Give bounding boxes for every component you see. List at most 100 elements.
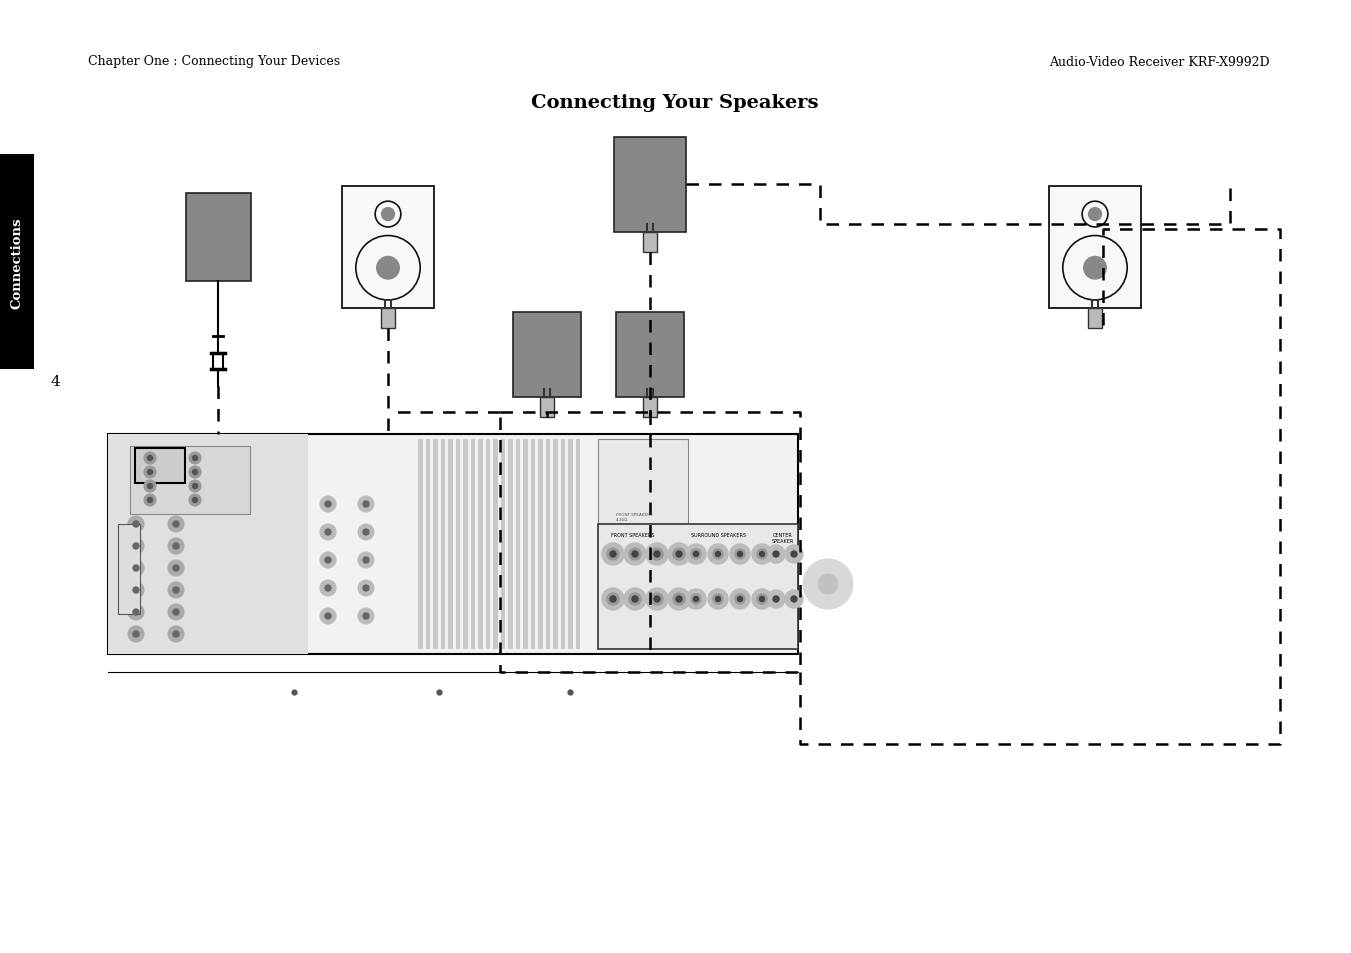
Circle shape	[320, 580, 336, 597]
Circle shape	[145, 453, 155, 464]
Circle shape	[630, 548, 640, 560]
Circle shape	[676, 552, 682, 558]
Circle shape	[738, 552, 743, 557]
Circle shape	[189, 467, 201, 478]
Text: Connecting Your Speakers: Connecting Your Speakers	[531, 94, 819, 112]
Circle shape	[611, 552, 616, 558]
Circle shape	[624, 588, 646, 610]
Circle shape	[690, 550, 701, 559]
Circle shape	[132, 631, 139, 638]
Circle shape	[1089, 209, 1101, 221]
Circle shape	[189, 453, 201, 464]
Circle shape	[632, 552, 638, 558]
Circle shape	[773, 552, 780, 558]
Circle shape	[603, 543, 624, 565]
Circle shape	[646, 588, 667, 610]
Circle shape	[651, 548, 663, 560]
Circle shape	[713, 595, 723, 604]
Circle shape	[358, 553, 374, 568]
Circle shape	[630, 594, 640, 605]
Bar	[561, 439, 565, 649]
Circle shape	[785, 545, 802, 563]
Circle shape	[738, 597, 743, 602]
Bar	[576, 439, 580, 649]
Text: FRONT SPEAKERS: FRONT SPEAKERS	[611, 533, 655, 537]
Circle shape	[377, 257, 400, 280]
Bar	[417, 439, 423, 649]
Circle shape	[192, 456, 197, 461]
Circle shape	[759, 552, 765, 557]
Bar	[463, 439, 467, 649]
Bar	[434, 439, 438, 649]
Bar	[546, 439, 550, 649]
Circle shape	[716, 552, 720, 557]
Bar	[108, 435, 308, 655]
Bar	[470, 439, 476, 649]
Bar	[135, 449, 185, 483]
Bar	[440, 439, 444, 649]
Bar	[118, 524, 141, 615]
Circle shape	[358, 608, 374, 624]
Bar	[500, 439, 505, 649]
Circle shape	[363, 530, 369, 536]
Bar	[643, 233, 657, 253]
Bar	[455, 439, 459, 649]
Bar	[1048, 187, 1142, 309]
Circle shape	[326, 614, 331, 619]
Circle shape	[128, 560, 145, 577]
Circle shape	[708, 589, 728, 609]
Circle shape	[168, 582, 184, 598]
Circle shape	[192, 498, 197, 503]
Circle shape	[686, 544, 707, 564]
Bar	[1088, 309, 1102, 329]
Circle shape	[673, 548, 685, 560]
Text: 4: 4	[50, 375, 59, 389]
Circle shape	[735, 595, 744, 604]
Circle shape	[651, 594, 663, 605]
Circle shape	[320, 497, 336, 513]
Circle shape	[132, 609, 139, 616]
Bar	[567, 439, 573, 649]
Circle shape	[189, 480, 201, 493]
Circle shape	[757, 595, 767, 604]
Bar	[381, 309, 394, 329]
Circle shape	[173, 609, 178, 616]
Circle shape	[288, 685, 301, 700]
Circle shape	[320, 608, 336, 624]
Circle shape	[730, 544, 750, 564]
Circle shape	[632, 597, 638, 602]
Bar	[523, 439, 527, 649]
Bar	[108, 435, 798, 655]
Bar	[493, 439, 497, 649]
Bar	[531, 439, 535, 649]
Circle shape	[363, 558, 369, 563]
Circle shape	[790, 552, 797, 558]
Circle shape	[173, 565, 178, 572]
Circle shape	[173, 521, 178, 527]
Bar	[478, 439, 482, 649]
Circle shape	[693, 597, 698, 602]
Bar	[613, 137, 686, 233]
Bar	[538, 439, 543, 649]
Bar	[130, 447, 250, 515]
Bar	[598, 524, 798, 649]
Circle shape	[673, 594, 685, 605]
Circle shape	[132, 521, 139, 527]
Bar	[540, 397, 554, 417]
Circle shape	[624, 543, 646, 565]
Circle shape	[753, 589, 771, 609]
Circle shape	[432, 685, 446, 700]
Circle shape	[667, 543, 690, 565]
Bar	[508, 439, 512, 649]
Circle shape	[320, 553, 336, 568]
Circle shape	[192, 470, 197, 475]
Circle shape	[713, 550, 723, 559]
Circle shape	[168, 626, 184, 642]
Circle shape	[132, 587, 139, 594]
Circle shape	[693, 552, 698, 557]
Circle shape	[326, 501, 331, 507]
Bar	[449, 439, 453, 649]
Circle shape	[611, 597, 616, 602]
Bar	[516, 439, 520, 649]
Circle shape	[168, 517, 184, 533]
